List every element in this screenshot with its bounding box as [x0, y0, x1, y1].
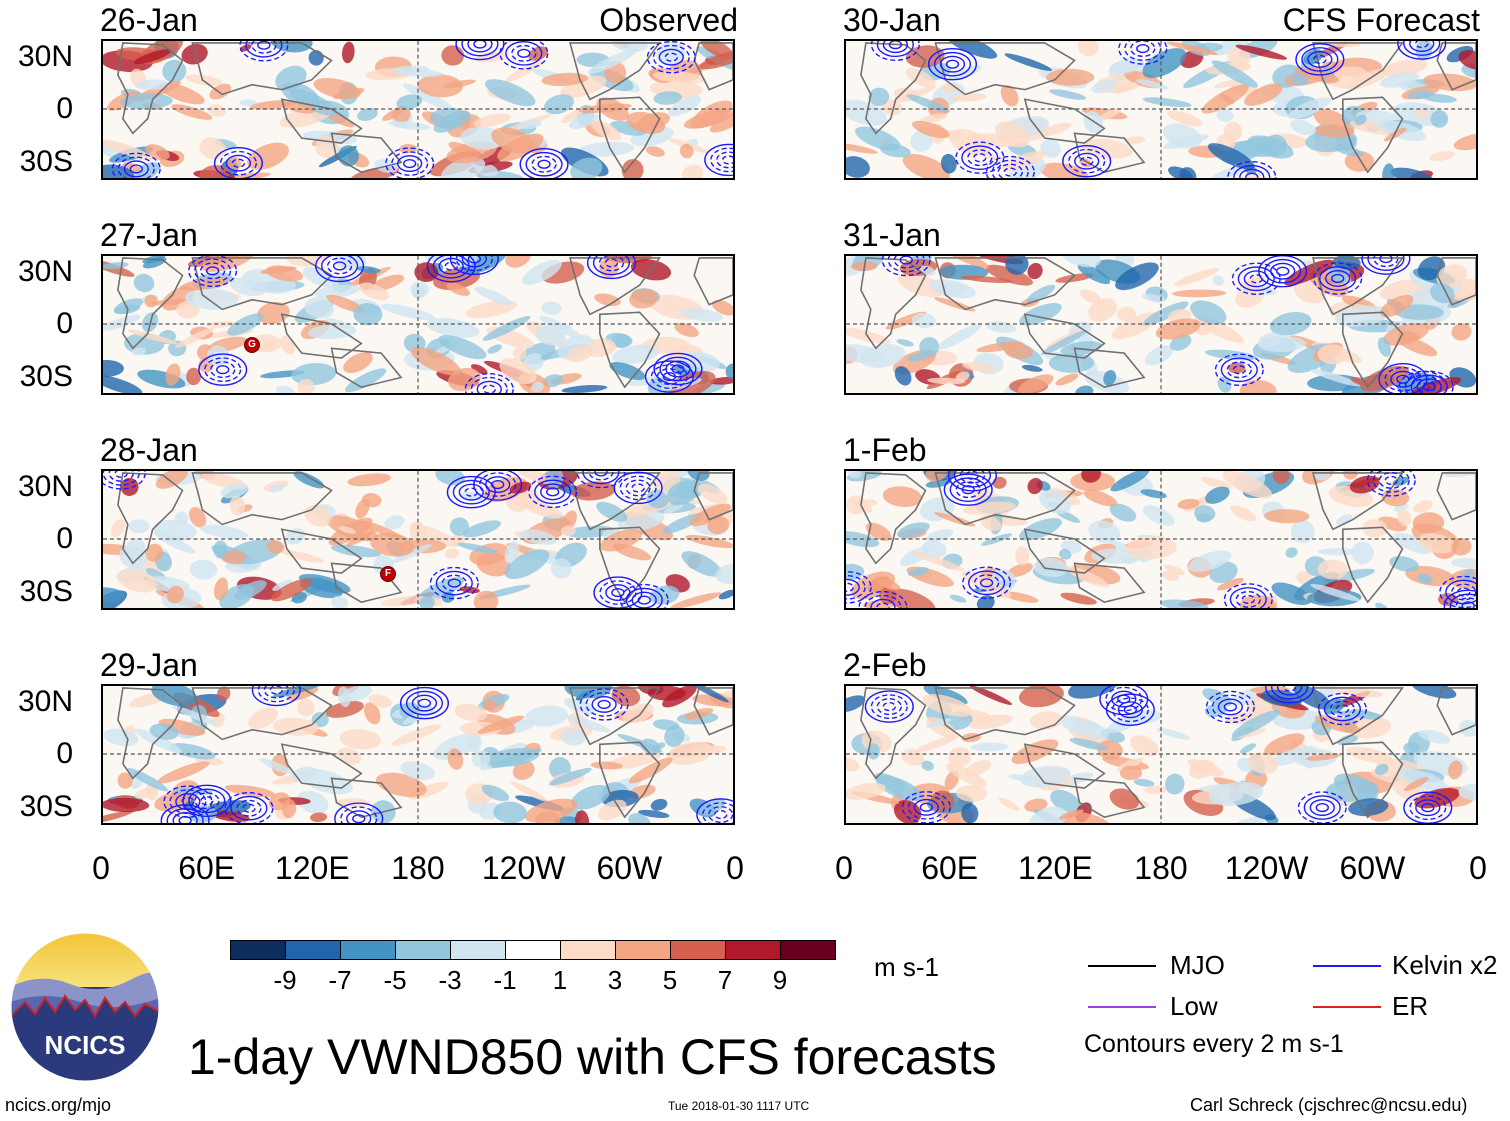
lon-label: 0 — [835, 850, 853, 886]
logo-text: NCICS — [45, 1030, 126, 1060]
lat-label: 30S — [19, 790, 73, 823]
colorbar-tick: 5 — [662, 965, 678, 995]
figure-title: 1-day VWND850 with CFS forecasts — [188, 1029, 997, 1085]
colorbar-tick: -7 — [328, 965, 352, 995]
legend-er-label: ER — [1392, 991, 1429, 1021]
colorbar-tick: 1 — [552, 965, 568, 995]
lon-label: 120E — [1017, 850, 1093, 886]
lat-label: 30S — [19, 360, 73, 393]
colorbar-tick: -3 — [438, 965, 462, 995]
colorbar-swatch — [505, 940, 561, 960]
colorbar-tick: 7 — [717, 965, 733, 995]
lon-label: 180 — [1134, 850, 1188, 886]
colorbar-tick: -5 — [383, 965, 407, 995]
legend-low-label: Low — [1170, 991, 1218, 1021]
map-panel-forecast-1 — [844, 39, 1478, 180]
lat-label: 30N — [17, 685, 73, 718]
legend-mjo-label: MJO — [1170, 950, 1225, 980]
ncics-logo: NCICS — [10, 932, 160, 1082]
panel-date-observed-3: 28-Jan — [100, 432, 198, 468]
observed-label: Observed — [599, 2, 738, 38]
lat-label: 30N — [17, 470, 73, 503]
colorbar-swatch — [285, 940, 341, 960]
lat-label: 0 — [56, 522, 73, 555]
panel-date-forecast-3: 1-Feb — [843, 432, 927, 468]
map-panel-observed-1 — [101, 39, 735, 180]
colorbar-swatch — [395, 940, 451, 960]
legend-kelvin-line — [1313, 965, 1381, 967]
map-panel-observed-4 — [101, 684, 735, 825]
lat-label: 0 — [56, 737, 73, 770]
colorbar-swatch — [670, 940, 726, 960]
lat-label: 0 — [56, 92, 73, 125]
contours-note: Contours every 2 m s-1 — [1084, 1030, 1344, 1058]
colorbar-swatch — [725, 940, 781, 960]
lon-label: 0 — [1469, 850, 1487, 886]
lat-label: 30S — [19, 575, 73, 608]
lat-label: 30N — [17, 40, 73, 73]
colorbar-tick: -1 — [493, 965, 517, 995]
colorbar-swatch — [615, 940, 671, 960]
map-panel-forecast-4 — [844, 684, 1478, 825]
colorbar-tick: 9 — [772, 965, 788, 995]
lon-label: 0 — [92, 850, 110, 886]
colorbar-swatch — [340, 940, 396, 960]
legend-low-line — [1088, 1006, 1156, 1008]
lon-label: 120W — [481, 850, 566, 886]
lon-label: 120E — [274, 850, 350, 886]
colorbar-tick: -9 — [273, 965, 297, 995]
panel-date-observed-1: 26-Jan — [100, 2, 198, 38]
panel-date-observed-2: 27-Jan — [100, 217, 198, 253]
lon-label: 180 — [391, 850, 445, 886]
lat-label: 0 — [56, 307, 73, 340]
colorbar-units: m s-1 — [874, 952, 939, 982]
map-panel-forecast-3 — [844, 469, 1478, 610]
map-panel-observed-3 — [101, 469, 735, 610]
colorbar-swatch — [780, 940, 836, 960]
colorbar-tick: 3 — [607, 965, 623, 995]
panel-date-forecast-4: 2-Feb — [843, 647, 927, 683]
legend-er-line — [1313, 1006, 1381, 1008]
colorbar-swatch — [560, 940, 616, 960]
map-panel-forecast-2 — [844, 254, 1478, 395]
lat-label: 30S — [19, 145, 73, 178]
legend-kelvin-label: Kelvin x2 — [1392, 950, 1498, 980]
lon-label: 60E — [178, 850, 236, 886]
timestamp: Tue 2018-01-30 1117 UTC — [668, 1099, 810, 1113]
author-credit: Carl Schreck (cjschrec@ncsu.edu) — [1190, 1095, 1468, 1115]
panel-date-forecast-2: 31-Jan — [843, 217, 941, 253]
colorbar-swatch — [450, 940, 506, 960]
map-panel-observed-2 — [101, 254, 735, 395]
lon-label: 60W — [596, 850, 663, 886]
colorbar-swatch — [230, 940, 286, 960]
lon-label: 120W — [1224, 850, 1309, 886]
lon-label: 60E — [921, 850, 979, 886]
storm-marker-f: F — [380, 566, 396, 582]
panel-date-observed-4: 29-Jan — [100, 647, 198, 683]
lat-label: 30N — [17, 255, 73, 288]
storm-marker-g: G — [244, 337, 260, 353]
legend-mjo-line — [1088, 965, 1156, 967]
lon-label: 0 — [726, 850, 744, 886]
website-link[interactable]: ncics.org/mjo — [5, 1095, 112, 1115]
lon-label: 60W — [1339, 850, 1406, 886]
panel-date-forecast-1: 30-Jan — [843, 2, 941, 38]
forecast-label: CFS Forecast — [1282, 2, 1480, 38]
